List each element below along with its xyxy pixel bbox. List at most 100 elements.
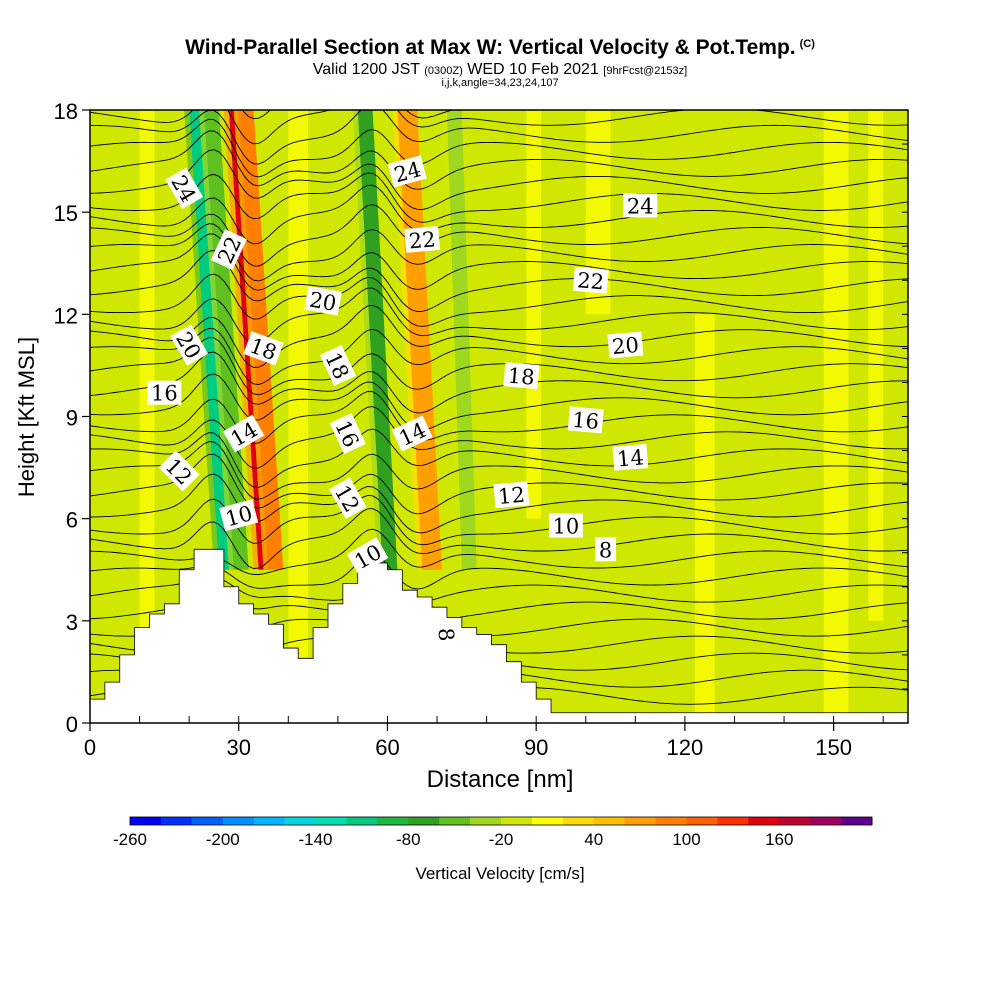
colorbar-swatch xyxy=(439,817,471,825)
theta-label-box xyxy=(147,380,182,405)
colorbar-tick-label: 100 xyxy=(672,830,700,849)
y-tick-label: 3 xyxy=(66,610,78,635)
colorbar-swatch xyxy=(686,817,718,825)
theta-label-box xyxy=(434,622,460,646)
theta-isoline xyxy=(90,576,908,604)
x-tick-label: 30 xyxy=(226,735,250,760)
colorbar-swatch xyxy=(655,817,687,825)
colorbar-swatch xyxy=(779,817,811,825)
theta-label-box xyxy=(219,499,259,532)
theta-label: 22 xyxy=(572,266,609,294)
theta-label: 18 xyxy=(243,331,284,366)
theta-isoline xyxy=(90,441,908,500)
colorbar-tick-label: -260 xyxy=(113,830,147,849)
theta-label-box xyxy=(493,481,530,509)
theta-isoline xyxy=(90,184,908,245)
velocity-band-halo xyxy=(392,110,423,570)
theta-label-box xyxy=(503,362,540,390)
theta-label-box xyxy=(567,406,604,434)
colorbar-swatch xyxy=(222,817,255,825)
theta-label: 12 xyxy=(158,450,200,492)
theta-label: 24 xyxy=(165,167,204,210)
theta-label-box xyxy=(387,155,427,188)
chart-subtitle: Valid 1200 JST (0300Z) WED 10 Feb 2021 [… xyxy=(0,61,1000,79)
x-axis-label: Distance [nm] xyxy=(426,766,574,793)
theta-label-text: 10 xyxy=(553,514,580,538)
theta-label-box xyxy=(210,229,247,271)
colorbar-swatch xyxy=(717,817,749,825)
velocity-band-halo xyxy=(223,110,259,570)
theta-isoline xyxy=(90,391,908,444)
colorbar-tick-label: -20 xyxy=(489,830,514,849)
theta-isoline xyxy=(90,204,908,267)
theta-label-box xyxy=(222,414,265,453)
theta-isoline xyxy=(90,327,908,385)
theta-label: 22 xyxy=(404,225,441,254)
colorbar-swatch xyxy=(562,817,595,825)
y-axis-label: Height [Kft MSL] xyxy=(14,336,39,498)
theta-isoline xyxy=(90,149,908,210)
theta-isoline xyxy=(90,351,908,414)
theta-label-box xyxy=(158,450,200,492)
theta-label-box xyxy=(572,266,609,294)
colorbar-swatch xyxy=(346,817,378,825)
theta-label-box xyxy=(329,413,366,455)
theta-isoline xyxy=(90,273,908,327)
copyright-badge: (C) xyxy=(799,38,815,50)
y-tick-label: 6 xyxy=(66,508,78,533)
theta-label-text: 20 xyxy=(308,288,338,316)
theta-isoline xyxy=(90,508,908,569)
theta-isoline xyxy=(90,172,908,223)
colorbar-tick-label: 160 xyxy=(765,830,793,849)
velocity-band xyxy=(446,110,477,570)
theta-label-text: 22 xyxy=(408,227,437,253)
velocity-band xyxy=(357,110,398,570)
y-tick-label: 15 xyxy=(54,201,78,226)
colorbar-swatch xyxy=(470,817,502,825)
theta-isoline xyxy=(90,130,908,190)
colorbar-swatch xyxy=(253,817,286,825)
theta-label-text: 16 xyxy=(571,408,600,434)
y-tick-label: 0 xyxy=(66,712,78,737)
colorbar-tick-label: -80 xyxy=(396,830,421,849)
theta-label-box xyxy=(346,537,389,576)
colorbar-swatch xyxy=(748,817,780,825)
theta-label-box xyxy=(612,443,649,471)
y-tick-label: 18 xyxy=(54,99,78,124)
theta-isoline xyxy=(90,304,908,368)
theta-label: 14 xyxy=(612,443,649,471)
colorbar-swatch xyxy=(315,817,347,825)
theta-label-box xyxy=(607,331,644,359)
colorbar-tick-label: 40 xyxy=(584,830,603,849)
theta-label-box xyxy=(170,324,209,366)
colorbar-label: Vertical Velocity [cm/s] xyxy=(415,864,585,883)
colorbar-frame xyxy=(129,816,873,826)
y-tick-label: 9 xyxy=(66,406,78,431)
x-tick-label: 90 xyxy=(524,735,548,760)
theta-label-box xyxy=(391,415,433,452)
theta-label: 20 xyxy=(304,285,342,316)
colorbar-swatch xyxy=(593,817,626,825)
theta-label-box xyxy=(623,193,658,218)
colorbar-swatch xyxy=(160,817,193,825)
colorbar-swatch xyxy=(377,817,409,825)
velocity-patch xyxy=(823,110,849,723)
colorbar-swatch xyxy=(408,817,440,825)
theta-label-text: 20 xyxy=(611,333,640,359)
valid-date: WED 10 Feb 2021 xyxy=(467,61,599,78)
valid-time: Valid 1200 JST xyxy=(312,61,420,78)
theta-isoline xyxy=(90,287,908,345)
theta-label-box xyxy=(328,477,367,519)
theta-label: 10 xyxy=(548,513,583,538)
velocity-patch xyxy=(868,110,884,621)
theta-label-box xyxy=(548,513,583,538)
theta-isoline xyxy=(90,553,908,590)
theta-label: 16 xyxy=(147,380,182,406)
theta-label-text: 8 xyxy=(433,627,458,642)
theta-label: 20 xyxy=(607,331,644,359)
theta-label-box xyxy=(404,225,441,253)
x-tick-label: 120 xyxy=(667,735,704,760)
theta-label-box xyxy=(319,344,356,386)
theta-isoline xyxy=(90,473,908,534)
